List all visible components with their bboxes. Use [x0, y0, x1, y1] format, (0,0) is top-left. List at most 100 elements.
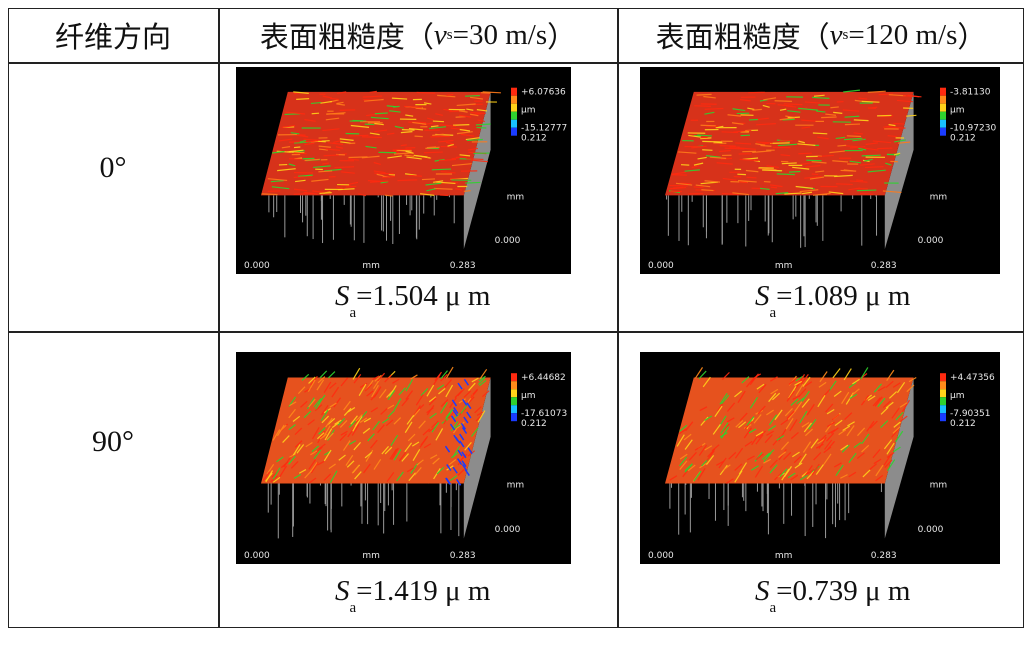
texture-stroke: [776, 435, 785, 441]
texture-stroke: [350, 415, 358, 425]
texture-stroke: [430, 454, 438, 460]
texture-stroke: [810, 438, 819, 449]
texture-stroke: [703, 95, 716, 99]
texture-stroke: [416, 91, 436, 94]
scale-swatch: [511, 373, 517, 382]
texture-stroke: [712, 424, 721, 435]
texture-stroke: [679, 460, 688, 470]
texture-stroke: [843, 368, 852, 381]
scale-swatch: [940, 373, 946, 382]
texture-stroke: [719, 393, 728, 405]
texture-stroke: [290, 132, 300, 135]
texture-stroke: [329, 470, 338, 483]
texture-stroke: [479, 379, 487, 387]
texture-stroke: [716, 162, 733, 165]
texture-stroke: [293, 188, 308, 192]
texture-stroke: [397, 179, 418, 182]
scale-min: -15.12777: [521, 124, 567, 134]
texture-stroke: [795, 185, 813, 189]
texture-stroke: [768, 425, 776, 431]
texture-stroke: [862, 469, 871, 478]
texture-stroke: [684, 463, 693, 471]
texture-stroke: [373, 161, 381, 165]
low-stroke: [451, 399, 458, 407]
texture-stroke: [734, 390, 743, 398]
texture-stroke: [433, 180, 444, 183]
texture-stroke: [860, 367, 869, 380]
texture-stroke: [878, 93, 894, 96]
texture-stroke: [691, 145, 707, 149]
texture-stroke: [749, 397, 759, 409]
texture-stroke: [770, 376, 778, 382]
col-divider-1: [218, 8, 220, 628]
texture-stroke: [697, 468, 706, 481]
texture-stroke: [704, 107, 724, 110]
texture-stroke: [817, 154, 834, 158]
texture-stroke: [323, 154, 339, 157]
texture-stroke: [431, 168, 451, 171]
texture-stroke: [349, 181, 359, 185]
sa-value: =1.419 μ m: [356, 575, 491, 607]
texture-stroke: [891, 428, 900, 438]
texture-stroke: [272, 150, 285, 154]
texture-stroke: [799, 474, 808, 481]
texture-stroke: [760, 187, 770, 190]
texture-stroke: [412, 449, 421, 462]
texture-stroke: [856, 452, 865, 459]
texture-stroke: [798, 107, 819, 111]
texture-stroke: [747, 107, 755, 111]
scale-swatch: [511, 119, 517, 128]
texture-stroke: [869, 420, 878, 429]
texture-stroke: [297, 386, 306, 395]
texture-stroke: [376, 173, 384, 177]
texture-stroke: [426, 188, 436, 192]
texture-stroke: [811, 173, 819, 176]
texture-stroke: [271, 186, 290, 190]
scale-swatch: [511, 87, 517, 96]
y-start: 0.000: [918, 236, 944, 246]
texture-stroke: [763, 458, 771, 464]
texture-stroke: [394, 125, 404, 129]
texture-stroke: [779, 468, 788, 477]
texture-stroke: [310, 101, 322, 105]
texture-stroke: [687, 464, 696, 472]
texture-stroke: [766, 165, 779, 169]
texture-stroke: [370, 407, 379, 413]
texture-stroke: [722, 464, 731, 471]
texture-stroke: [412, 408, 421, 418]
texture-stroke: [438, 387, 446, 395]
texture-stroke: [860, 193, 874, 195]
texture-stroke: [830, 427, 839, 434]
texture-stroke: [844, 137, 863, 141]
texture-stroke: [463, 189, 471, 192]
texture-stroke: [313, 165, 331, 169]
texture-stroke: [459, 128, 471, 132]
low-stroke: [457, 382, 463, 390]
texture-stroke: [345, 455, 354, 466]
texture-stroke: [761, 452, 770, 461]
texture-stroke: [803, 422, 812, 433]
low-stroke: [466, 402, 472, 410]
texture-stroke: [364, 383, 373, 392]
texture-stroke: [325, 417, 333, 428]
surface-plot-0deg-120ms: -3.81130 μm -10.97230 0.212 0.000 mm 0.283 mm 0.…: [640, 67, 1000, 274]
texture-stroke: [270, 180, 284, 183]
texture-stroke: [886, 369, 895, 381]
angle-90-text: 90°: [92, 425, 134, 458]
y-unit: mm: [930, 481, 948, 491]
texture-stroke: [364, 98, 384, 102]
texture-stroke: [844, 145, 858, 148]
texture-stroke: [704, 445, 713, 451]
texture-stroke: [746, 416, 755, 427]
texture-stroke: [336, 103, 345, 106]
texture-stroke: [694, 134, 701, 137]
texture-stroke: [849, 180, 868, 183]
texture-stroke: [875, 464, 884, 477]
texture-stroke: [779, 117, 795, 121]
texture-stroke: [304, 470, 312, 479]
texture-stroke: [482, 390, 490, 398]
texture-stroke: [819, 371, 828, 383]
texture-stroke: [281, 146, 291, 149]
texture-stroke: [801, 421, 810, 428]
